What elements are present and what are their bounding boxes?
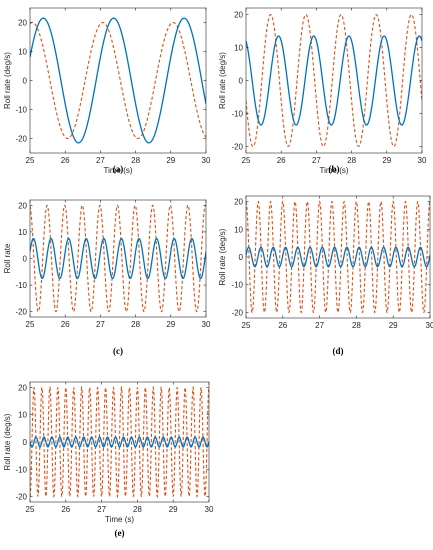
chart-panel-b: 25 26 27 28 29 30 -20 -10 0 10 20 Time (s) Roll rate… bbox=[218, 7, 427, 175]
panel-caption: (a) bbox=[113, 164, 124, 174]
y-tick-label: -20 bbox=[15, 493, 27, 502]
series-response-line bbox=[246, 35, 422, 126]
y-tick-label: 10 bbox=[234, 225, 243, 234]
x-tick-label: 26 bbox=[278, 321, 287, 330]
series-reference-line bbox=[30, 204, 206, 313]
x-tick-label: 28 bbox=[131, 156, 140, 165]
x-tick-label: 30 bbox=[202, 156, 211, 165]
y-axis-label: Roll rate (deg/s) bbox=[218, 52, 227, 109]
x-tick-label: 26 bbox=[61, 320, 70, 329]
x-axis-label: Time (s) bbox=[319, 166, 348, 175]
panel-caption: (d) bbox=[333, 346, 344, 356]
x-tick-label: 26 bbox=[61, 505, 70, 514]
y-tick-label: 20 bbox=[18, 201, 27, 210]
plot-frame bbox=[29, 7, 207, 154]
x-tick-label: 28 bbox=[347, 156, 356, 165]
series-reference-line bbox=[246, 14, 422, 147]
x-tick-label: 25 bbox=[26, 505, 35, 514]
y-tick-label: 0 bbox=[239, 253, 244, 262]
plot-frame bbox=[245, 7, 423, 154]
panel-caption: (c) bbox=[113, 346, 123, 356]
y-tick-label: -10 bbox=[15, 106, 27, 115]
x-tick-label: 30 bbox=[202, 320, 211, 329]
x-tick-label: 28 bbox=[133, 505, 142, 514]
x-tick-label: 30 bbox=[205, 505, 214, 514]
y-tick-label: -10 bbox=[231, 109, 243, 118]
x-tick-label: 28 bbox=[352, 321, 361, 330]
chart-panel-a: 25 26 27 28 29 30 -20 -10 0 10 20 Time (s) Roll rate… bbox=[3, 7, 211, 175]
x-tick-label: 29 bbox=[382, 156, 391, 165]
series-response-line bbox=[30, 436, 209, 448]
x-tick-label: 28 bbox=[131, 320, 140, 329]
x-tick-label: 29 bbox=[166, 320, 175, 329]
y-tick-label: 0 bbox=[239, 77, 244, 86]
x-tick-label: 27 bbox=[97, 505, 106, 514]
x-tick-label: 27 bbox=[96, 320, 105, 329]
x-tick-label: 25 bbox=[242, 321, 251, 330]
x-tick-label: 27 bbox=[312, 156, 321, 165]
y-tick-label: -10 bbox=[15, 281, 27, 290]
plot-frame bbox=[29, 199, 207, 318]
y-tick-label: 0 bbox=[23, 77, 28, 86]
panel-caption: (b) bbox=[329, 164, 340, 174]
y-tick-label: 20 bbox=[234, 11, 243, 20]
y-axis-label: Roll rate bbox=[3, 243, 12, 273]
y-tick-label: 20 bbox=[18, 383, 27, 392]
y-tick-label: -10 bbox=[231, 281, 243, 290]
x-axis-label: Time (s) bbox=[103, 166, 132, 175]
panel-caption: (e) bbox=[115, 528, 125, 538]
y-axis-label: Roll rate (deg/s) bbox=[218, 228, 227, 285]
y-tick-label: 10 bbox=[18, 411, 27, 420]
y-tick-label: 10 bbox=[18, 228, 27, 237]
y-tick-label: -20 bbox=[231, 308, 243, 317]
series-response-line bbox=[30, 237, 206, 280]
x-axis-label: Time (s) bbox=[105, 515, 134, 524]
y-tick-label: -20 bbox=[15, 308, 27, 317]
y-tick-label: 10 bbox=[18, 48, 27, 57]
chart-panel-d: 25 26 27 28 29 30 -20 -10 0 10 20 Roll rate (deg/s)… bbox=[218, 195, 433, 356]
x-tick-label: 27 bbox=[315, 321, 324, 330]
x-tick-label: 25 bbox=[242, 156, 251, 165]
y-tick-label: -20 bbox=[231, 142, 243, 151]
x-tick-label: 29 bbox=[389, 321, 398, 330]
x-tick-label: 25 bbox=[26, 156, 35, 165]
x-tick-label: 29 bbox=[169, 505, 178, 514]
y-tick-label: 20 bbox=[234, 198, 243, 207]
x-tick-label: 29 bbox=[166, 156, 175, 165]
y-axis-label: Roll rate (deg/s) bbox=[3, 52, 12, 109]
y-tick-label: 0 bbox=[23, 255, 28, 264]
series-response-line bbox=[246, 246, 430, 268]
x-tick-label: 25 bbox=[26, 320, 35, 329]
series-reference-line bbox=[30, 21, 206, 140]
x-tick-label: 27 bbox=[96, 156, 105, 165]
x-tick-label: 26 bbox=[61, 156, 70, 165]
x-tick-label: 26 bbox=[277, 156, 286, 165]
y-axis-label: Roll rate (deg/s) bbox=[3, 413, 12, 470]
chart-panel-c: 25 26 27 28 29 30 -20 -10 0 10 20 Roll rate (c) bbox=[3, 199, 211, 356]
y-tick-label: -20 bbox=[15, 135, 27, 144]
y-tick-label: -10 bbox=[15, 465, 27, 474]
series-response-line bbox=[30, 17, 206, 144]
series-reference-line bbox=[30, 385, 209, 499]
x-tick-label: 30 bbox=[426, 321, 433, 330]
y-tick-label: 10 bbox=[234, 44, 243, 53]
chart-panel-e: 25 26 27 28 29 30 -20 -10 0 10 20 Time (s) Roll rate… bbox=[3, 381, 214, 538]
x-tick-label: 30 bbox=[418, 156, 427, 165]
y-tick-label: 0 bbox=[23, 438, 28, 447]
y-tick-label: 20 bbox=[18, 19, 27, 28]
